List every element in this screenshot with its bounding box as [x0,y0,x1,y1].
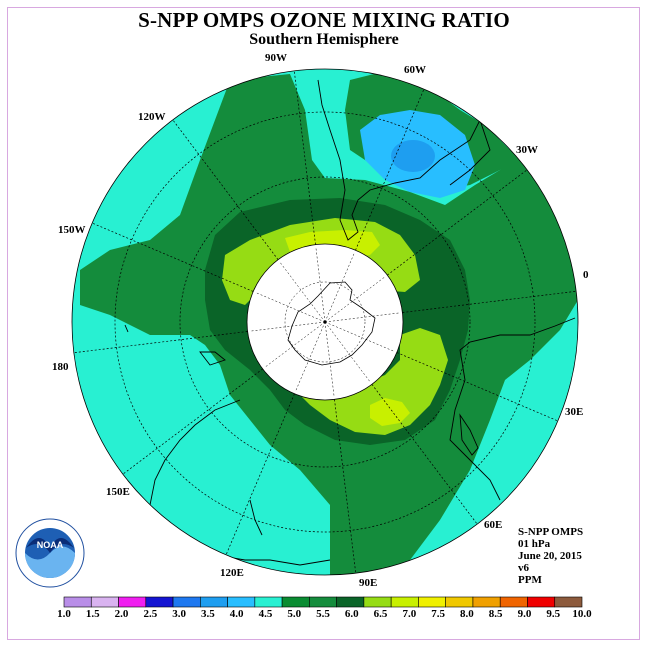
lon-label-120e: 120E [220,567,244,579]
contour-3-5 [391,140,435,172]
pole-meridian-line [295,321,326,393]
pole-meridian-line [324,321,335,398]
lon-label-0: 0 [583,269,589,281]
pole-meridian-line [324,251,355,323]
pole-meridian-line [324,321,396,352]
noaa-logo-text: NOAA [37,540,64,550]
lon-label-30w: 30W [516,144,538,156]
lon-label-60e: 60E [484,519,502,531]
info-version: v6 [518,562,529,574]
pole-meridian-line [249,321,326,332]
lon-label-120w: 120W [138,111,166,123]
noaa-logo: NOAA [15,518,85,588]
pole-graticule [249,246,401,398]
pole-meridian-line [279,261,326,323]
lon-label-150e: 150E [106,486,130,498]
lon-label-90e: 90E [359,577,377,589]
map-title: S-NPP OMPS OZONE MIXING RATIO [138,8,510,32]
longitude-labels: 90W 60W 30W 0 30E 60E 90E 120E 150E 180 … [52,52,589,589]
pole-meridian-line [264,321,326,368]
antarctica-coast [287,281,376,366]
pole-meridian-line [315,246,326,323]
info-instrument: S-NPP OMPS [518,526,584,538]
figure-frame [7,7,640,640]
info-level: 01 hPa [518,538,551,550]
contour-7-0-south [370,398,410,426]
pole-meridian-line [324,276,386,323]
lon-label-180: 180 [52,361,69,373]
info-date: June 20, 2015 [518,550,582,562]
pole-meridian-line [324,321,371,383]
south-pole [323,320,327,324]
lon-label-30e: 30E [565,406,583,418]
map-subtitle: Southern Hemisphere [249,31,399,48]
pole-meridian-line [324,312,401,323]
info-units: PPM [518,574,542,586]
info-block: S-NPP OMPS 01 hPa June 20, 2015 v6 PPM [518,526,583,586]
lon-label-60w: 60W [404,64,426,76]
lon-label-150w: 150W [58,224,86,236]
pole-meridian-line [254,292,326,323]
lon-label-90w: 90W [265,52,287,64]
map-border [71,68,579,576]
